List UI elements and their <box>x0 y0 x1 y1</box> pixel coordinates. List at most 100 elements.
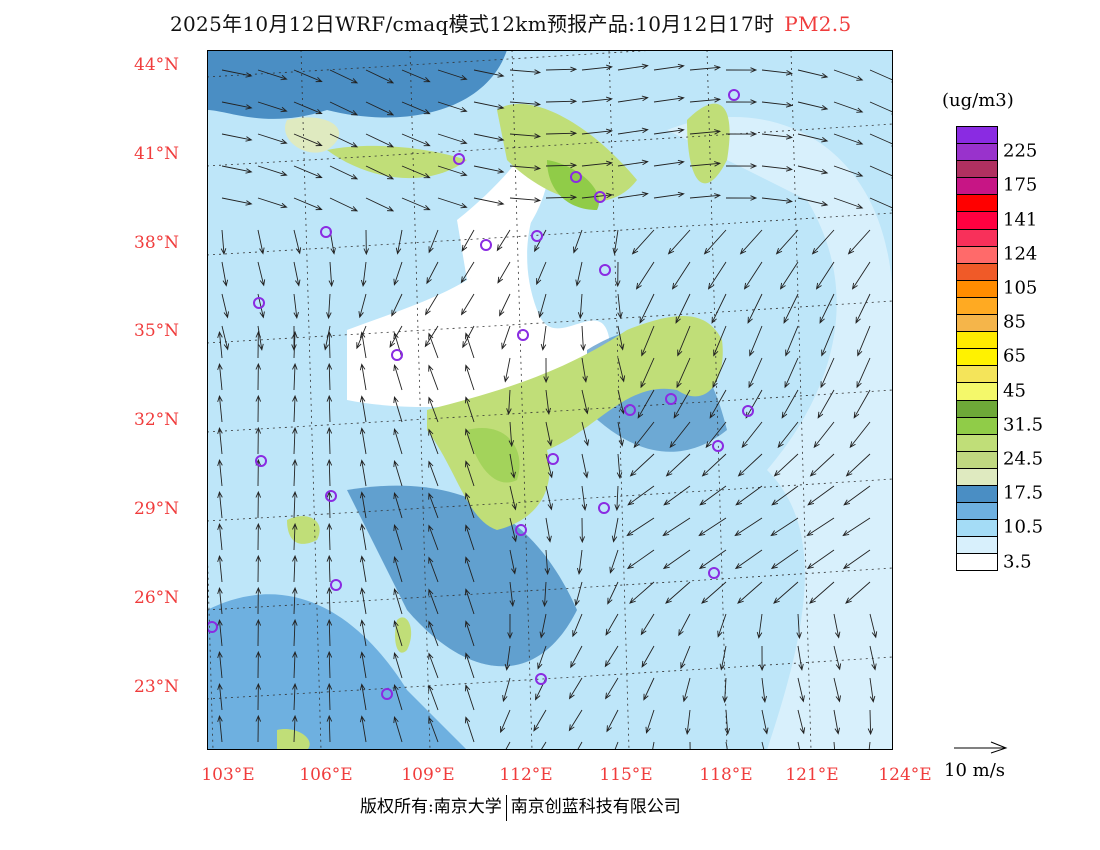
wind-arrow <box>509 101 542 107</box>
wind-arrow <box>545 389 551 415</box>
wind-arrow <box>393 556 403 583</box>
wind-arrow <box>677 325 691 357</box>
wind-arrow <box>761 69 793 76</box>
wind-arrow <box>428 716 439 743</box>
station-marker <box>531 230 543 242</box>
wind-arrow <box>217 522 223 551</box>
wind-arrow <box>393 588 403 615</box>
wind-arrow <box>500 709 511 734</box>
colorbar-label: 85 <box>1003 311 1026 333</box>
wind-arrow <box>641 325 655 357</box>
wind-arrow <box>257 261 266 287</box>
lat-label: 35°N <box>134 321 180 341</box>
wind-arrow <box>359 555 367 583</box>
wind-arrow <box>855 293 871 324</box>
wind-arrow <box>292 394 298 423</box>
colorbar-swatch <box>957 417 997 435</box>
wind-arrow <box>393 716 403 743</box>
wind-arrow <box>461 229 475 252</box>
wind-arrow <box>428 428 439 455</box>
latitude-line <box>207 123 893 167</box>
wind-arrow <box>617 421 625 447</box>
wind-arrow <box>734 517 763 537</box>
wind-arrow <box>359 715 367 743</box>
wind-arrow <box>712 357 727 389</box>
wind-arrow <box>725 195 758 201</box>
wind-arrow <box>326 330 333 359</box>
wind-arrow <box>542 581 548 608</box>
station-marker <box>570 171 582 183</box>
wind-arrow <box>641 645 655 668</box>
lat-label: 26°N <box>134 588 180 608</box>
wind-arrow <box>617 325 625 351</box>
wind-arrow <box>217 426 223 455</box>
wind-arrow <box>359 683 367 711</box>
station-marker <box>515 524 527 536</box>
wind-arrow <box>293 197 323 211</box>
station-marker <box>742 405 754 417</box>
lat-label: 41°N <box>134 144 180 164</box>
wind-arrow <box>806 517 835 537</box>
wind-arrow <box>626 549 655 570</box>
colorbar-label: 3.5 <box>1003 551 1032 572</box>
wind-arrow <box>631 229 655 255</box>
colorbar-label: 31.5 <box>1003 414 1044 436</box>
latitude-line <box>207 50 662 78</box>
wind-arrow <box>545 66 578 73</box>
wind-arrow <box>868 741 871 750</box>
longitude-line <box>511 50 533 750</box>
wind-arrow <box>645 709 655 734</box>
wind-arrow <box>609 549 619 574</box>
wind-arrow <box>845 581 871 604</box>
latitude-line <box>207 478 893 522</box>
wind-arrow <box>365 133 395 148</box>
wind-arrow <box>614 741 619 750</box>
wind-arrow <box>635 261 655 290</box>
colorbar-swatch <box>957 246 997 264</box>
wind-arrow <box>359 491 367 519</box>
colorbar-swatch <box>957 229 997 247</box>
wind-arrow <box>329 165 359 180</box>
wind-arrow <box>437 165 468 177</box>
colorbar-label: 141 <box>1003 209 1038 230</box>
wind-arrow <box>496 229 511 252</box>
wind-arrow <box>393 396 403 423</box>
wind-arrow <box>292 458 298 487</box>
wind-arrow <box>426 261 439 285</box>
wind-arrow <box>326 682 333 711</box>
wind-arrow <box>509 133 542 139</box>
wind-arrow <box>464 684 475 711</box>
wind-arrow <box>428 332 439 359</box>
wind-arrow <box>676 357 691 389</box>
wind-arrow <box>437 69 468 81</box>
wind-arrow <box>662 549 691 570</box>
wind-arrow <box>770 517 799 537</box>
wind-arrow <box>393 492 403 519</box>
longitude-line <box>608 50 630 750</box>
wind-arrow <box>473 133 505 142</box>
wind-arrow <box>539 613 547 639</box>
lat-label: 29°N <box>134 499 180 519</box>
wind-arrow <box>464 364 475 391</box>
wind-arrow <box>615 261 621 288</box>
wind-arrow <box>572 613 583 638</box>
wind-arrow <box>473 197 505 206</box>
wind-arrow <box>428 229 439 254</box>
colorbar-swatch <box>957 315 997 333</box>
wind-vectors <box>217 63 893 750</box>
wind-arrow <box>533 709 547 732</box>
wind-arrow <box>437 197 468 209</box>
wind-arrow <box>616 453 623 480</box>
wind-arrow <box>653 191 685 199</box>
colorbar-swatch <box>957 280 997 298</box>
wind-arrow <box>669 421 691 449</box>
longitude-line <box>790 50 812 750</box>
wind-arrow <box>713 325 727 357</box>
wind-arrow <box>505 741 511 750</box>
wind-arrow <box>811 229 835 255</box>
wind-arrow <box>748 357 763 389</box>
wind-arrow <box>326 362 333 391</box>
wind-arrow <box>464 396 475 423</box>
wind-arrow <box>639 293 655 324</box>
wind-arrow <box>255 330 262 359</box>
